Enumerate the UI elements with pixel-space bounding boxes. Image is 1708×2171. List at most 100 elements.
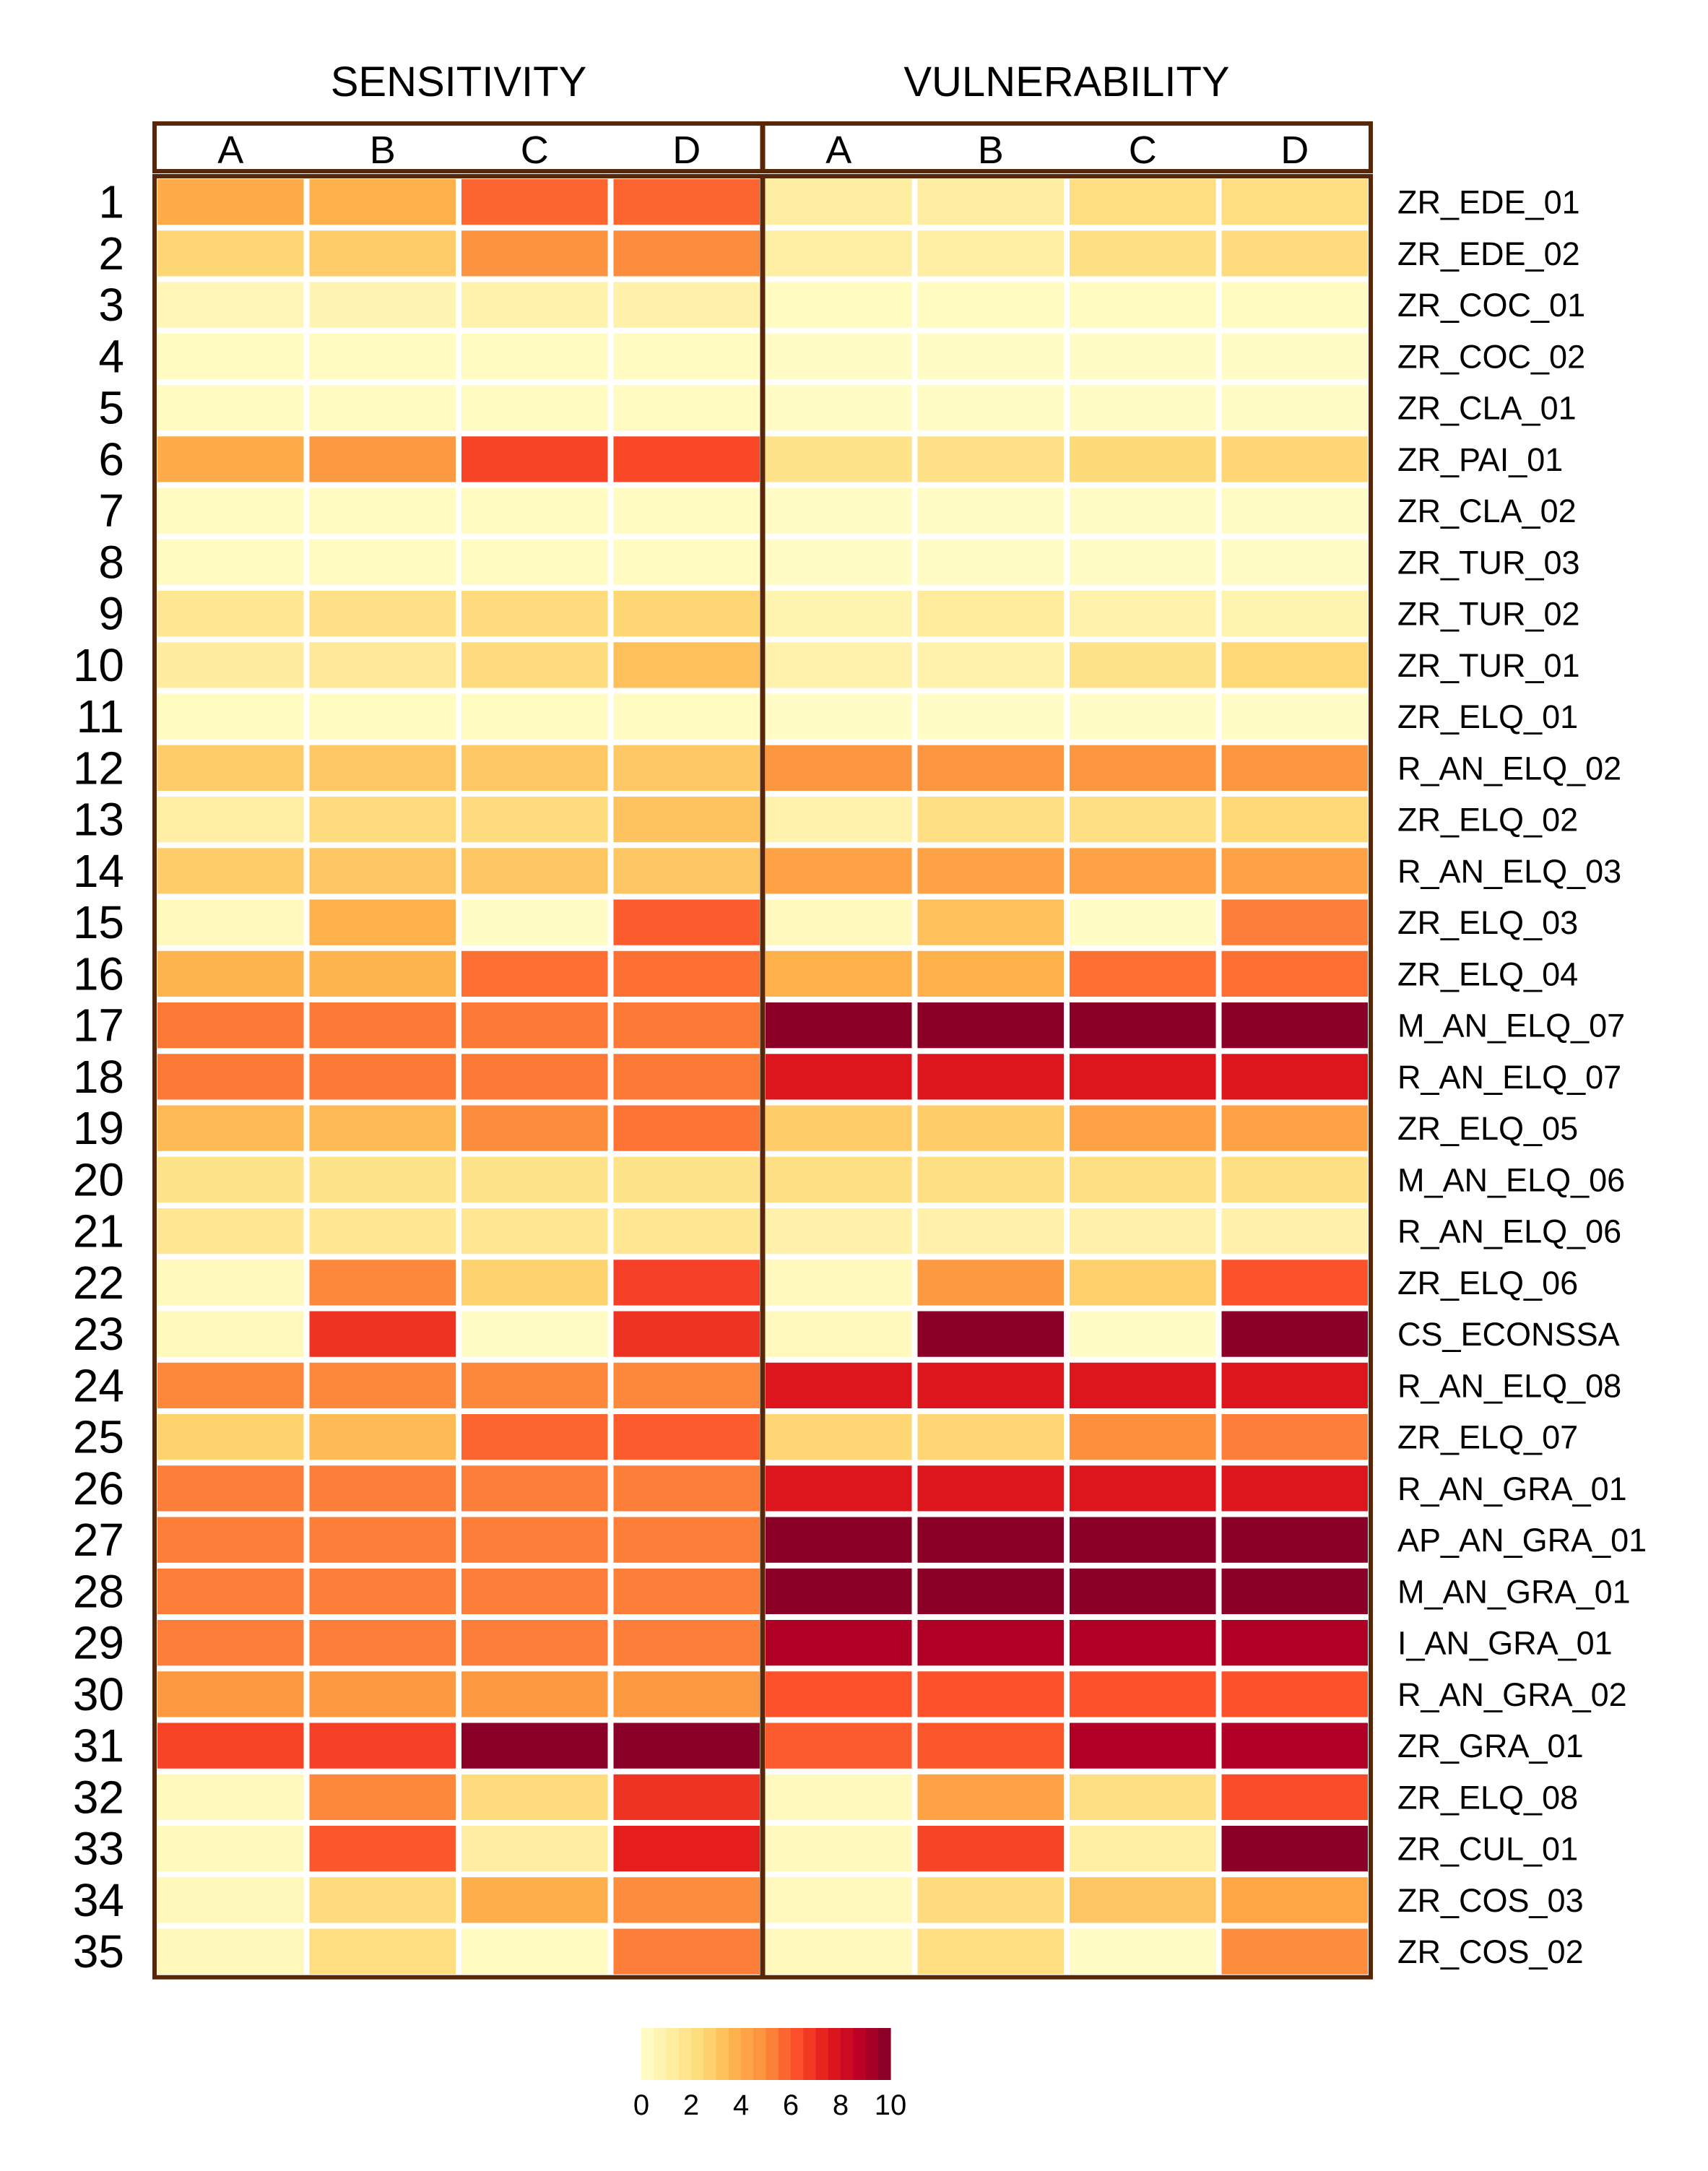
heatmap-cell <box>766 1671 912 1717</box>
heatmap-cell <box>613 745 760 791</box>
heatmap-cell <box>1221 1517 1368 1563</box>
heatmap-cell <box>766 1054 912 1100</box>
heatmap-cell <box>1221 1671 1368 1717</box>
row-number: 11 <box>77 690 124 742</box>
cell-layer <box>152 174 1373 1980</box>
heatmap-cell <box>461 848 608 894</box>
heatmap-cell <box>613 436 760 482</box>
heatmap-cell <box>309 1105 456 1151</box>
colorbar-step <box>803 2028 817 2080</box>
heatmap-cell <box>1070 1105 1216 1151</box>
heatmap-cell <box>613 899 760 945</box>
row-number: 23 <box>73 1308 124 1360</box>
heatmap-cell <box>1070 950 1216 997</box>
row-label: ZR_COC_01 <box>1397 287 1585 324</box>
heatmap-cell <box>309 1517 456 1563</box>
heatmap-cell <box>309 1671 456 1717</box>
heatmap-cell <box>1070 1671 1216 1717</box>
heatmap-cell <box>309 282 456 328</box>
row-number: 17 <box>73 1000 124 1052</box>
row-label: ZR_TUR_03 <box>1397 544 1580 581</box>
heatmap-cell <box>917 642 1064 688</box>
heatmap-cell <box>917 1568 1064 1614</box>
heatmap-cell <box>1221 1877 1368 1923</box>
heatmap-cell <box>917 1208 1064 1254</box>
heatmap-cell <box>461 539 608 585</box>
heatmap-cell <box>766 797 912 843</box>
heatmap-cell <box>461 436 608 482</box>
heatmap-cell <box>1221 488 1368 534</box>
heatmap-cell <box>766 591 912 637</box>
heatmap-cell <box>917 436 1064 482</box>
row-number: 19 <box>73 1102 124 1154</box>
row-number: 20 <box>73 1153 124 1205</box>
row-label: R_AN_ELQ_06 <box>1397 1213 1621 1250</box>
heatmap-cell <box>309 1774 456 1820</box>
heatmap-cell <box>309 385 456 431</box>
heatmap-cell <box>461 745 608 791</box>
heatmap-cell <box>461 385 608 431</box>
heatmap-cell <box>1221 1774 1368 1820</box>
row-number: 3 <box>98 279 124 331</box>
heatmap-cell <box>1221 385 1368 431</box>
colorbar-step <box>716 2028 729 2080</box>
heatmap-cell <box>309 1054 456 1100</box>
heatmap-cell <box>1221 1928 1368 1975</box>
heatmap-cell <box>309 1928 456 1975</box>
heatmap-cell <box>157 745 304 791</box>
heatmap-cell <box>461 1105 608 1151</box>
heatmap-cell <box>1221 1054 1368 1100</box>
heatmap-cell <box>917 1414 1064 1460</box>
row-number: 6 <box>98 433 124 485</box>
row-label: M_AN_GRA_01 <box>1397 1573 1631 1610</box>
row-number: 24 <box>73 1359 124 1411</box>
heatmap-cell <box>309 797 456 843</box>
heatmap-cell <box>309 1156 456 1202</box>
row-label: ZR_COS_02 <box>1397 1933 1584 1970</box>
heatmap-cell <box>157 1156 304 1202</box>
heatmap-cell <box>157 385 304 431</box>
heatmap-cell <box>766 1362 912 1408</box>
heatmap-cell <box>613 1311 760 1357</box>
row-number: 12 <box>73 742 124 794</box>
heatmap-cell <box>309 539 456 585</box>
heatmap-cell <box>917 797 1064 843</box>
row-label: ZR_ELQ_08 <box>1397 1779 1578 1816</box>
colorbar-tick-label: 8 <box>833 2089 849 2121</box>
heatmap-cell <box>1070 1156 1216 1202</box>
heatmap-cell <box>1070 1722 1216 1769</box>
row-label: ZR_ELQ_04 <box>1397 956 1578 992</box>
row-number: 31 <box>73 1720 124 1772</box>
heatmap-cell <box>1070 333 1216 379</box>
heatmap-cell <box>309 1311 456 1357</box>
heatmap-cell <box>766 1002 912 1049</box>
colorbar-step <box>654 2028 667 2080</box>
heatmap-cell <box>461 797 608 843</box>
heatmap-cell <box>309 179 456 225</box>
heatmap-cell <box>157 1568 304 1614</box>
heatmap-cell <box>917 1774 1064 1820</box>
heatmap-cell <box>766 488 912 534</box>
heatmap-cell <box>917 1877 1064 1923</box>
heatmap-cell <box>766 385 912 431</box>
heatmap-cell <box>461 1568 608 1614</box>
heatmap-cell <box>1221 436 1368 482</box>
column-label: A <box>217 129 243 172</box>
row-label: R_AN_ELQ_03 <box>1397 853 1621 890</box>
row-label: ZR_ELQ_07 <box>1397 1419 1578 1456</box>
heatmap-cell <box>917 385 1064 431</box>
heatmap-cell <box>766 1722 912 1769</box>
heatmap-cell <box>1221 333 1368 379</box>
heatmap-cell <box>309 436 456 482</box>
colorbar-tick-label: 2 <box>683 2089 699 2121</box>
row-label-layer: 1234567891011121314151617181920212223242… <box>73 176 1647 1978</box>
row-number: 27 <box>73 1514 124 1566</box>
heatmap-cell <box>1070 1311 1216 1357</box>
heatmap-cell <box>1070 539 1216 585</box>
heatmap-cell <box>613 179 760 225</box>
heatmap-cell <box>917 230 1064 277</box>
heatmap-cell <box>613 385 760 431</box>
row-number: 5 <box>98 382 124 434</box>
heatmap-cell <box>766 1465 912 1512</box>
